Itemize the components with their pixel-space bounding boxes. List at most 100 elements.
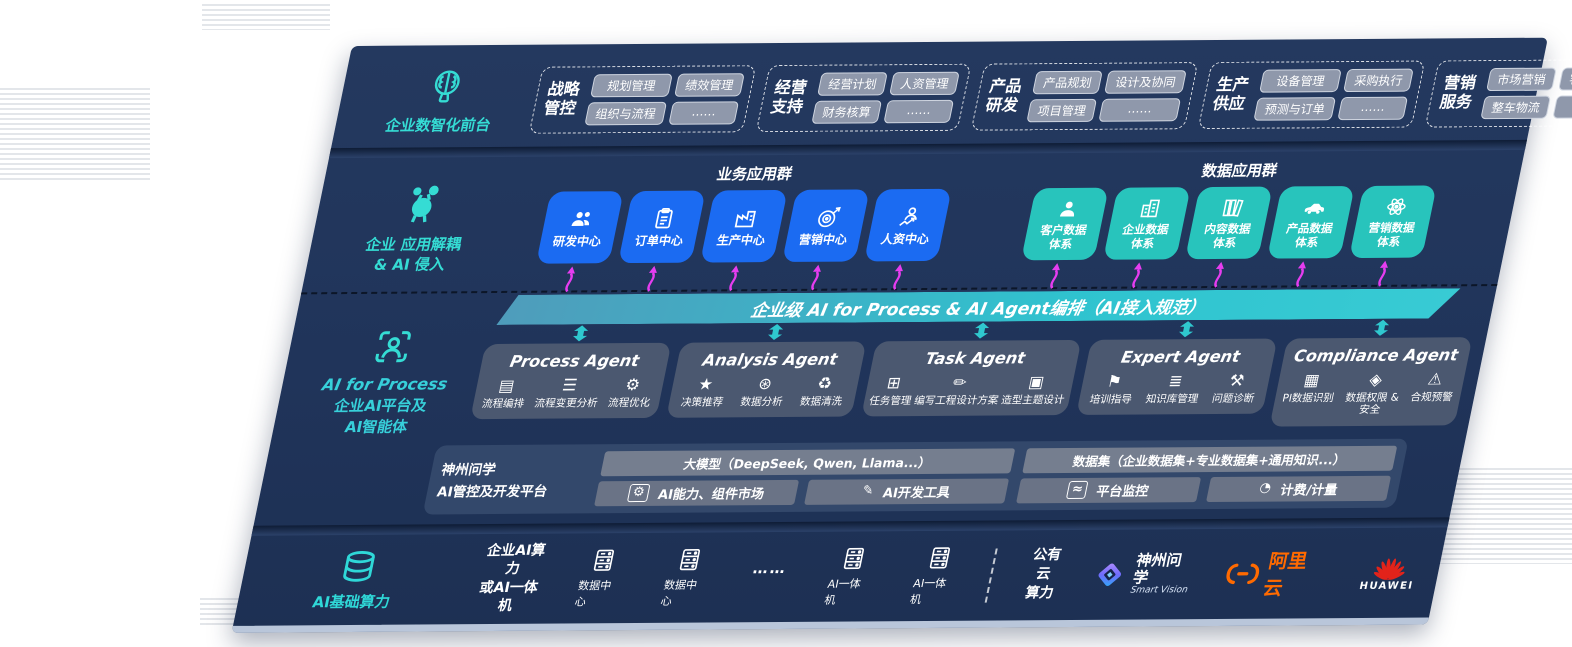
agent-capability: ◈ 数据权限 & 安全: [1344, 369, 1401, 417]
agent-capability: ⚒ 问题诊断: [1211, 370, 1256, 405]
change-analysis-icon: ☰: [560, 375, 579, 395]
expert-agent-box: Expert Agent ⚑ 培训指导 ≣ 知识库管理 ⚒ 问题诊断: [1076, 338, 1278, 416]
ai-appliance-node: AI一体机: [823, 545, 877, 607]
app-layer-title-line1: 企业 应用解耦: [364, 234, 464, 254]
module-pill: ……: [668, 100, 740, 125]
compute-divider: [985, 548, 999, 603]
shenzhou-subtitle: Smart Vision: [1129, 585, 1189, 596]
group-title: 营销服务: [1438, 73, 1478, 112]
front-office-groups: 战略管控 规划管理 绩效管理 组织与流程 …… 经营支持 经营计划 人资管理 财…: [528, 58, 1572, 134]
app-box-order-center: 订单中心: [617, 190, 706, 264]
app-box-hr-center: 人资中心: [863, 188, 952, 262]
process-agent-box: Process Agent ▤ 流程编排 ☰ 流程变更分析 ⚙ 流程优化: [470, 342, 672, 420]
building-icon: [1139, 199, 1160, 218]
atom-icon: [1386, 198, 1406, 216]
data-box-product: 产品数据体系: [1266, 186, 1355, 259]
application-layer: 企业 应用解耦 & AI 侵入 业务应用群 研发中心: [311, 150, 1511, 293]
shenzhou-name: 神州问学: [1131, 551, 1184, 587]
module-pill: 采购执行: [1343, 68, 1415, 92]
data-box-marketing: 营销数据体系: [1348, 185, 1437, 259]
diagnose-icon: ⚒: [1227, 370, 1247, 390]
app-box-production-center: 生产中心: [699, 189, 788, 263]
module-pill: ……: [1552, 94, 1572, 119]
focus-person-icon: [374, 331, 411, 363]
module-pill: 设计及协同: [1104, 69, 1188, 94]
agent-capability: ▦ PI数据识别: [1281, 370, 1336, 405]
data-security-icon: ◈: [1367, 369, 1385, 389]
aliyun-logo: 阿里云: [1221, 546, 1328, 601]
agent-capability: ⚠ 合规预警: [1409, 369, 1454, 404]
compute-layer-title: AI基础算力: [310, 592, 392, 611]
app-box-rd-center: 研发中心: [535, 191, 624, 264]
llm-bar: 大模型（DeepSeek, Qwen, Llama...）: [600, 447, 1015, 476]
module-pill: 客户关系: [1558, 66, 1572, 91]
group-operation: 经营支持 经营计划 人资管理 财务核算 ……: [755, 63, 972, 132]
task-icon: ⊞: [885, 373, 903, 393]
agent-capability: ≣ 知识库管理: [1144, 371, 1200, 406]
business-app-cluster: 业务应用群 研发中心 订单中心: [530, 162, 957, 293]
aliyun-name: 阿里云: [1261, 549, 1310, 600]
front-office-label: 企业数智化前台: [343, 65, 542, 137]
magenta-flow-arrow: [728, 265, 739, 292]
group-title: 生产供应: [1211, 74, 1251, 114]
app-layer-title-line2: & AI 侵入: [372, 255, 447, 274]
module-pill: 人资管理: [889, 71, 960, 95]
module-pill: 组织与流程: [584, 101, 668, 125]
magenta-flow-arrow: [1049, 263, 1060, 289]
server-icon: [843, 547, 865, 569]
agent-capability: ♻ 数据清洗: [798, 373, 844, 408]
dev-tools-icon: ✎: [860, 483, 875, 499]
knowledge-icon: ≣: [1167, 371, 1185, 391]
ai-dev-tools-cell: ✎ AI开发工具: [803, 478, 1009, 505]
optimize-icon: ⚙: [623, 374, 642, 395]
agent-capability: ▣ 造型主题设计: [1000, 372, 1066, 407]
hr-growth-icon: [898, 206, 917, 226]
data-center-node: 数据中心: [659, 546, 714, 608]
platform-monitor-cell: ≈ 平台监控: [1015, 476, 1201, 503]
pi-recognition-icon: ▦: [1302, 370, 1322, 390]
server-icon: [680, 548, 701, 570]
car-icon: [1304, 204, 1324, 215]
dataset-section: 数据集（企业数据集+专业数据集+通用知识...） ≈ 平台监控 ◔ 计费/计量: [1015, 445, 1398, 503]
data-clean-icon: ♻: [815, 373, 834, 393]
clipboard-icon: [654, 207, 673, 229]
ai-platform-bar: 神州问学 AI管控及开发平台 大模型（DeepSeek, Qwen, Llama…: [422, 438, 1409, 515]
agent-layer-title-line3: AI智能体: [343, 417, 410, 436]
metering-cell: ◔ 计费/计量: [1205, 475, 1392, 502]
agent-capability: ★ 决策推荐: [679, 374, 725, 409]
group-strategy: 战略管控 规划管理 绩效管理 组织与流程 ……: [528, 64, 757, 134]
agent-capability: ✏ 编写工程设计方案: [913, 372, 1000, 407]
component-market-icon: ⚙: [626, 483, 651, 503]
shenzhou-wenxue-logo: 神州问学 Smart Vision: [1089, 551, 1197, 596]
module-pill: 设备管理: [1259, 68, 1343, 93]
public-cloud-line2: 算力: [1023, 585, 1056, 602]
module-pill: 财务核算: [811, 99, 883, 124]
workflow-icon: ▤: [497, 375, 517, 395]
module-pill: ……: [1098, 97, 1182, 122]
magenta-flow-arrow: [1377, 260, 1388, 287]
data-box-customer: 客户数据体系: [1020, 187, 1109, 261]
glitch-texture: [0, 88, 150, 180]
capacity-line1: 企业AI算力: [485, 542, 547, 578]
data-center-node: 数据中心: [573, 547, 628, 609]
magenta-flow-arrow: [1131, 262, 1142, 289]
data-app-cluster: 数据应用群 客户数据体系 企业数据体系: [1015, 158, 1442, 289]
team-icon: [571, 211, 590, 226]
agent-capability: ▤ 流程编排: [480, 375, 526, 410]
customer-icon: [1059, 201, 1074, 217]
molecule-icon: [410, 185, 439, 223]
teal-double-arrow: [1374, 319, 1390, 336]
agent-capability: ⚑ 培训指导: [1088, 371, 1133, 406]
glitch-texture: [1434, 468, 1572, 564]
module-pill: 规划管理: [590, 73, 673, 97]
module-pill: 绩效管理: [674, 72, 745, 97]
agent-capability: ⊛ 数据分析: [739, 374, 784, 408]
application-layer-label: 企业 应用解耦 & AI 侵入: [311, 165, 522, 292]
agent-layer-title-line2: 企业AI平台及: [332, 396, 429, 415]
teal-double-arrow: [768, 324, 784, 341]
group-product-rd: 产品研发 产品规划 设计及协同 项目管理 ……: [970, 61, 1199, 131]
data-cluster-title: 数据应用群: [1200, 161, 1279, 181]
gauge-icon: ◔: [1258, 480, 1273, 496]
module-pill: 项目管理: [1026, 98, 1098, 122]
data-box-content: 内容数据体系: [1184, 186, 1273, 260]
